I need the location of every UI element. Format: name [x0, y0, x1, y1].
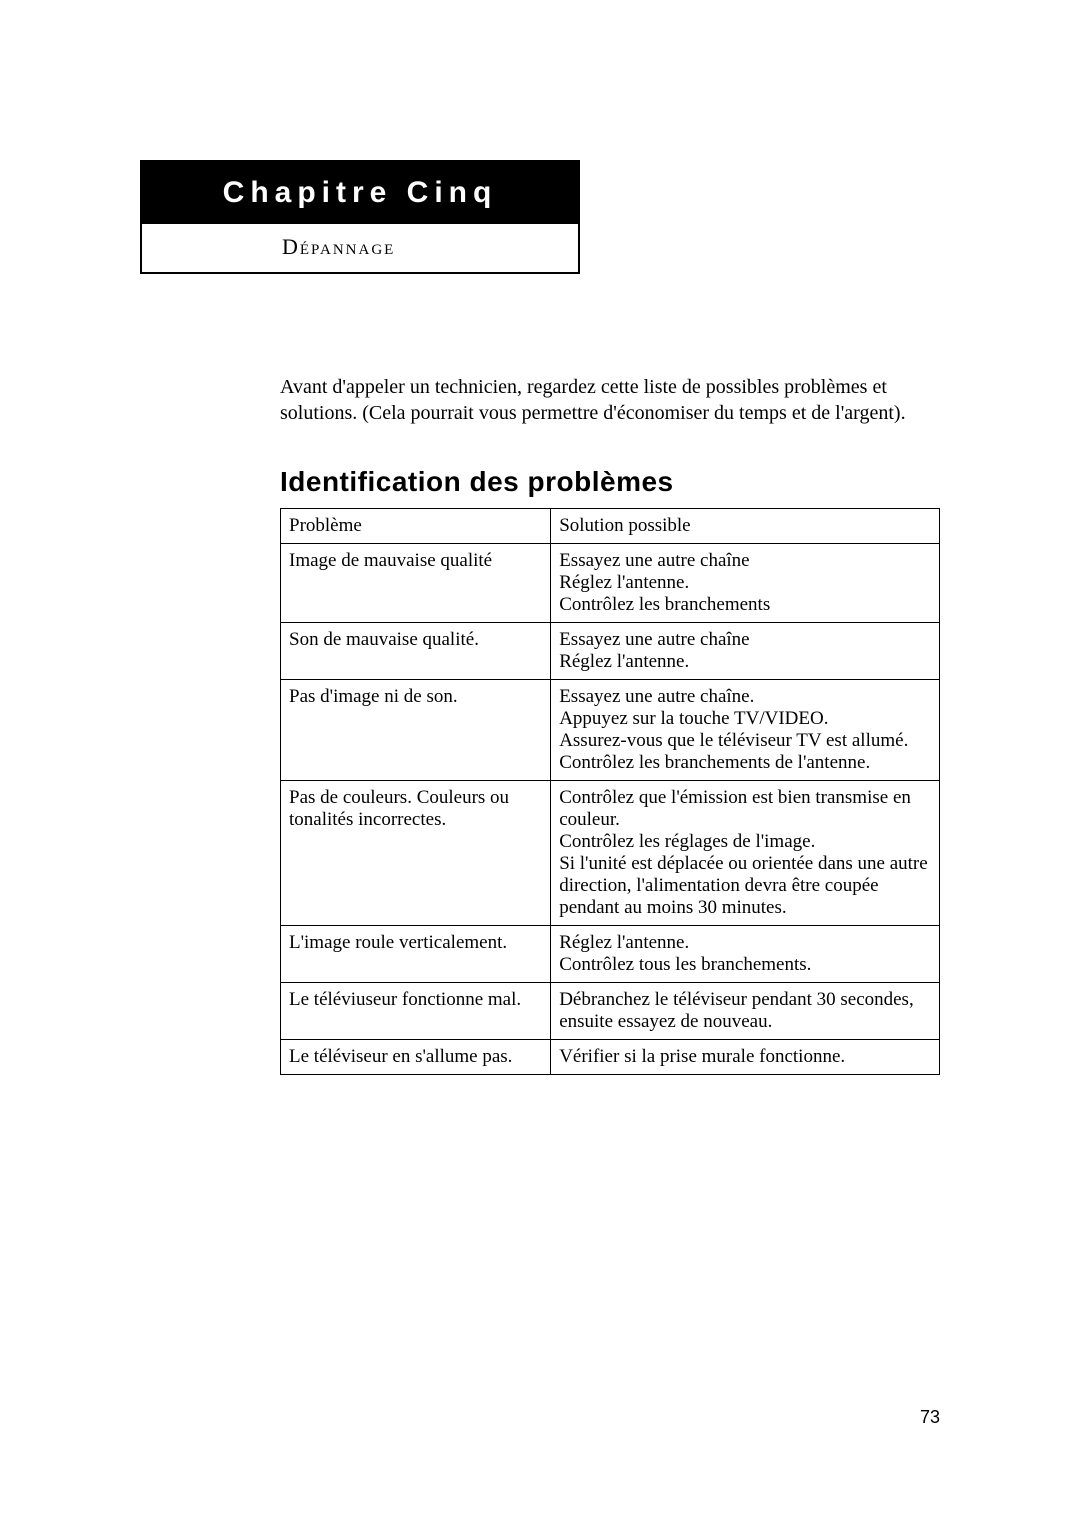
cell-solution: Essayez une autre chaîne.Appuyez sur la …	[551, 680, 940, 781]
cell-problem: L'image roule verticalement.	[281, 926, 551, 983]
chapter-box: Chapitre Cinq Dépannage	[140, 160, 580, 274]
table-row: Pas de couleurs. Couleurs ou tonalités i…	[281, 781, 940, 926]
table-row: Image de mauvaise qualité Essayez une au…	[281, 544, 940, 623]
table-row: Le téléviuseur fonctionne mal. Débranche…	[281, 983, 940, 1040]
page-number: 73	[920, 1407, 940, 1428]
cell-problem: Son de mauvaise qualité.	[281, 623, 551, 680]
intro-paragraph: Avant d'appeler un technicien, regardez …	[280, 374, 940, 426]
cell-problem: Le téléviseur en s'allume pas.	[281, 1040, 551, 1075]
table-row: L'image roule verticalement. Réglez l'an…	[281, 926, 940, 983]
troubleshoot-table: Problème Solution possible Image de mauv…	[280, 508, 940, 1075]
cell-solution: Réglez l'antenne.Contrôlez tous les bran…	[551, 926, 940, 983]
chapter-subtitle: Dépannage	[142, 224, 578, 272]
cell-solution: Vérifier si la prise murale fonctionne.	[551, 1040, 940, 1075]
section-heading: Identification des problèmes	[280, 466, 940, 498]
table-header-row: Problème Solution possible	[281, 509, 940, 544]
table-row: Pas d'image ni de son. Essayez une autre…	[281, 680, 940, 781]
table-row: Le téléviseur en s'allume pas. Vérifier …	[281, 1040, 940, 1075]
header-problem: Problème	[281, 509, 551, 544]
cell-solution: Essayez une autre chaîneRéglez l'antenne…	[551, 623, 940, 680]
table-row: Son de mauvaise qualité. Essayez une aut…	[281, 623, 940, 680]
cell-problem: Pas d'image ni de son.	[281, 680, 551, 781]
cell-solution: Contrôlez que l'émission est bien transm…	[551, 781, 940, 926]
header-solution: Solution possible	[551, 509, 940, 544]
cell-problem: Image de mauvaise qualité	[281, 544, 551, 623]
page: Chapitre Cinq Dépannage Avant d'appeler …	[0, 0, 1080, 1528]
cell-problem: Le téléviuseur fonctionne mal.	[281, 983, 551, 1040]
chapter-title: Chapitre Cinq	[142, 162, 578, 224]
cell-solution: Essayez une autre chaîneRéglez l'antenne…	[551, 544, 940, 623]
cell-solution: Débranchez le téléviseur pendant 30 seco…	[551, 983, 940, 1040]
cell-problem: Pas de couleurs. Couleurs ou tonalités i…	[281, 781, 551, 926]
